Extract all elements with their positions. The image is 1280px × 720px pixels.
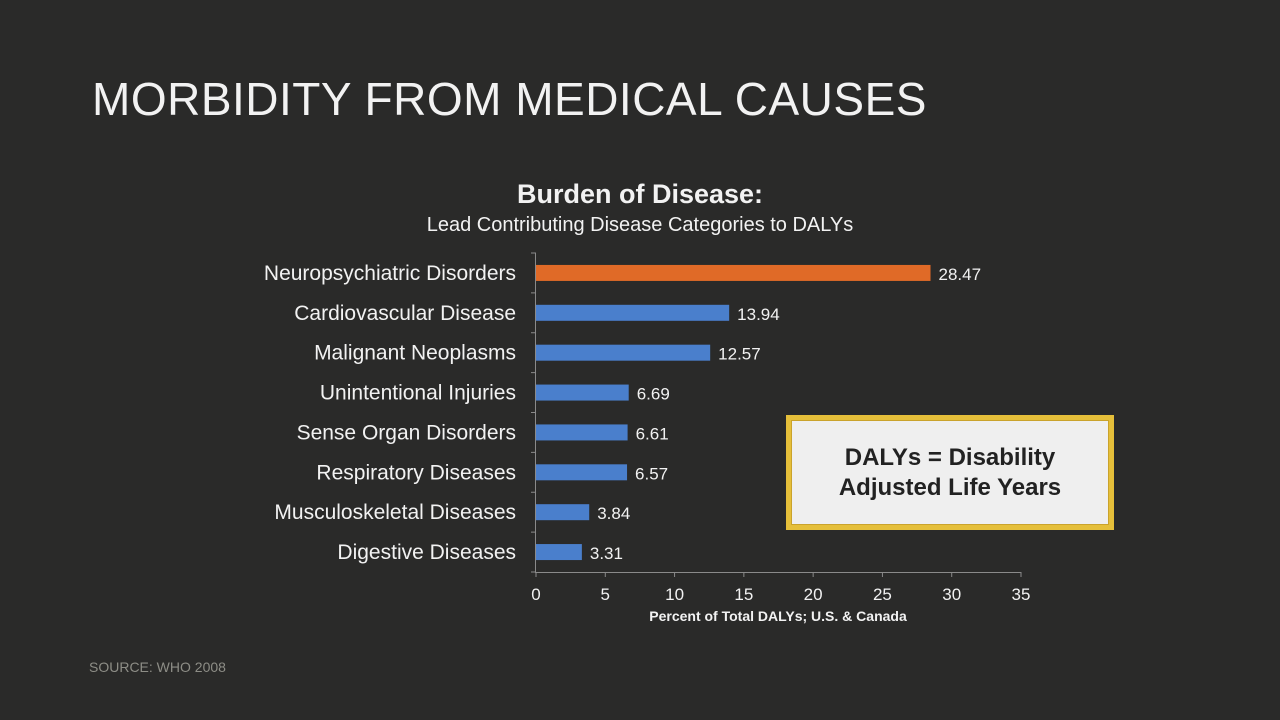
- data-label: 3.84: [597, 504, 630, 523]
- category-label: Sense Organ Disorders: [297, 421, 516, 444]
- slide-title: MORBIDITY FROM MEDICAL CAUSES: [92, 73, 927, 125]
- source-note: SOURCE: WHO 2008: [89, 659, 226, 675]
- x-tick-label: 15: [734, 585, 753, 604]
- x-tick-label: 0: [531, 585, 540, 604]
- category-label: Neuropsychiatric Disorders: [264, 262, 516, 285]
- data-label: 6.61: [636, 424, 669, 443]
- callout-text: DALYs = Disability Adjusted Life Years: [838, 443, 1062, 501]
- data-label: 6.57: [635, 464, 668, 483]
- x-tick-label: 25: [873, 585, 892, 604]
- bar-6: [536, 464, 628, 481]
- x-tick-label: 20: [804, 585, 823, 604]
- category-label: Unintentional Injuries: [320, 382, 516, 405]
- data-label: 6.69: [637, 385, 670, 404]
- category-label: Digestive Diseases: [337, 541, 516, 564]
- data-label: 3.31: [590, 544, 623, 563]
- x-tick-label: 35: [1012, 585, 1031, 604]
- bar-5: [536, 424, 628, 441]
- data-label: 13.94: [737, 305, 780, 324]
- bar-7: [536, 504, 590, 521]
- chart-subtitle: Lead Contributing Disease Categories to …: [427, 214, 854, 236]
- category-label: Malignant Neoplasms: [314, 342, 516, 365]
- bar-2: [536, 304, 730, 321]
- bar-1: [536, 264, 931, 281]
- bars-group: Neuropsychiatric Disorders 28.47 Cardiovas…: [264, 262, 981, 564]
- category-label: Respiratory Diseases: [316, 461, 516, 484]
- x-axis-label: Percent of Total DALYs; U.S. & Canada: [649, 608, 907, 624]
- x-tick-label: 30: [942, 585, 961, 604]
- bar-4: [536, 384, 629, 401]
- dalys-definition-callout: DALYs = Disability Adjusted Life Years: [786, 415, 1114, 530]
- data-label: 28.47: [939, 265, 982, 284]
- x-tick-label: 5: [601, 585, 610, 604]
- data-label: 12.57: [718, 345, 761, 364]
- bar-8: [536, 544, 582, 561]
- x-tick-label: 10: [665, 585, 684, 604]
- category-label: Cardiovascular Disease: [294, 302, 516, 325]
- chart-title: Burden of Disease:: [517, 179, 763, 209]
- bar-3: [536, 344, 711, 361]
- category-label: Musculoskeletal Diseases: [274, 501, 516, 524]
